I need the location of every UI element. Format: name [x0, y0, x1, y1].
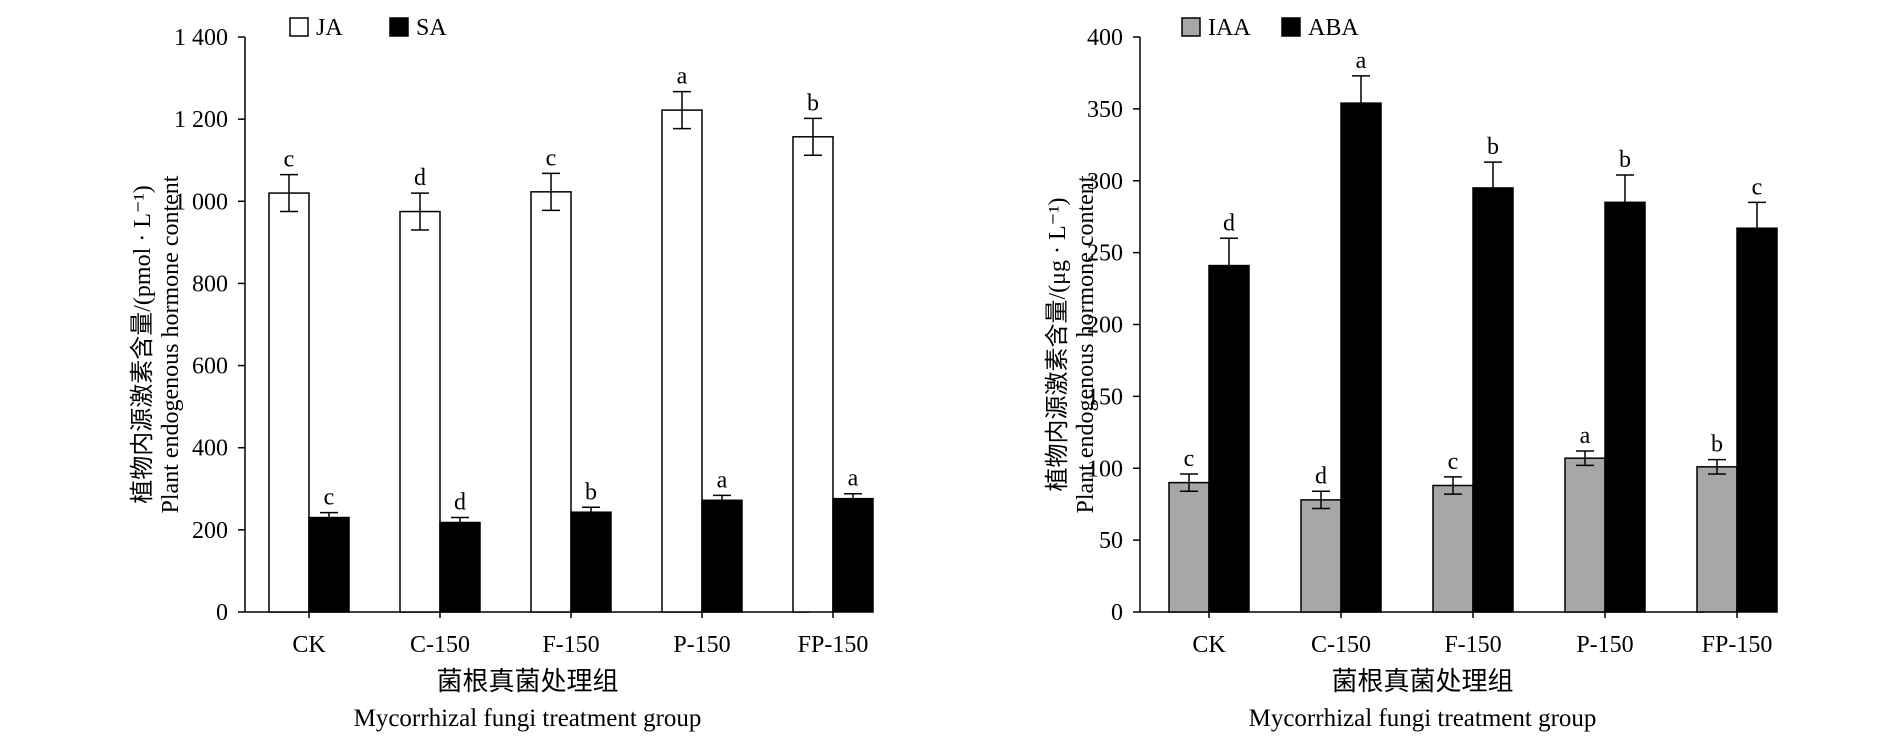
bar-aba — [1208, 264, 1250, 613]
bar-iaa — [1696, 466, 1738, 613]
significance-letter: c — [324, 485, 335, 511]
significance-letter: a — [717, 467, 728, 493]
chart-left-svg: 0 200 400 600 800 1 000 1 200 1 400 CK c c C-150 d d F… — [129, 15, 874, 732]
x-axis-title-en: Mycorrhizal fungi treatment group — [354, 705, 702, 732]
bar-iaa — [1564, 457, 1606, 613]
significance-letter: b — [585, 479, 597, 505]
legend-swatch-sa — [389, 17, 409, 37]
legend-label-ja: JA — [316, 15, 343, 41]
y-tick-label: 300 — [1087, 169, 1123, 195]
x-tick-label: CK — [1192, 632, 1226, 658]
significance-letter: a — [1580, 423, 1591, 449]
x-tick-label: P-150 — [1576, 632, 1633, 658]
significance-letter: c — [1448, 449, 1459, 475]
y-tick-label: 800 — [192, 271, 228, 297]
x-tick-label: F-150 — [542, 632, 599, 658]
bar-ja — [399, 210, 441, 613]
significance-letter: d — [1315, 463, 1327, 489]
bar-aba — [1472, 187, 1514, 613]
significance-letter: a — [1356, 48, 1367, 74]
y-tick-label: 200 — [192, 518, 228, 544]
significance-letter: a — [677, 64, 688, 90]
bar-ja — [661, 109, 703, 613]
significance-letter: c — [1752, 174, 1763, 200]
y-axis-title-zh: 植物内源激素含量/(pmol · L⁻¹) — [129, 185, 156, 504]
significance-letter: a — [848, 466, 859, 492]
significance-letter: c — [1184, 446, 1195, 472]
bar-sa — [832, 497, 874, 613]
y-tick-label: 0 — [216, 600, 228, 626]
x-tick-label: C-150 — [1311, 632, 1371, 658]
bar-sa — [439, 521, 481, 613]
y-tick-label: 50 — [1099, 528, 1123, 554]
significance-letter: d — [1223, 210, 1235, 236]
legend-swatch-iaa — [1181, 17, 1201, 37]
bar-aba — [1340, 102, 1382, 613]
bar-ja — [268, 192, 310, 613]
significance-letter: c — [284, 147, 295, 173]
legend-swatch-ja — [289, 17, 309, 37]
significance-letter: b — [1711, 432, 1723, 458]
chart-right-svg: 0 50 100 150 200 250 300 350 400 CK c d C-150 d a F-150… — [1044, 15, 1778, 732]
bar-sa — [701, 499, 743, 613]
significance-letter: c — [546, 145, 557, 171]
significance-letter: b — [1487, 134, 1499, 160]
y-axis-title-en: Plant endogenous hormone content — [1073, 175, 1099, 513]
bar-iaa — [1300, 499, 1342, 613]
y-tick-label: 200 — [1087, 313, 1123, 339]
bar-sa — [308, 516, 350, 613]
x-tick-label: CK — [292, 632, 326, 658]
y-tick-label: 100 — [1087, 456, 1123, 482]
y-tick-label: 400 — [1087, 25, 1123, 51]
hormone-chart-iaa-aba: 0 50 100 150 200 250 300 350 400 CK c d C-150 d a F-150… — [945, 0, 1890, 738]
significance-letter: d — [454, 490, 466, 516]
legend-swatch-aba — [1281, 17, 1301, 37]
hormone-chart-ja-sa: 0 200 400 600 800 1 000 1 200 1 400 CK c c C-150 d d F… — [0, 0, 945, 738]
y-tick-label: 1 400 — [174, 25, 228, 51]
legend-label-aba: ABA — [1308, 15, 1359, 41]
y-tick-label: 400 — [192, 436, 228, 462]
x-tick-label: C-150 — [410, 632, 470, 658]
legend-label-sa: SA — [416, 15, 447, 41]
y-tick-label: 250 — [1087, 241, 1123, 267]
bar-aba — [1736, 227, 1778, 613]
bar-iaa — [1432, 484, 1474, 613]
y-tick-label: 600 — [192, 354, 228, 380]
bar-sa — [570, 511, 612, 613]
y-tick-label: 1 000 — [174, 189, 228, 215]
x-tick-label: FP-150 — [1702, 632, 1773, 658]
legend-label-iaa: IAA — [1208, 15, 1251, 41]
bar-aba — [1604, 201, 1646, 613]
x-axis-title-en: Mycorrhizal fungi treatment group — [1249, 705, 1597, 732]
y-axis-title-zh: 植物内源激素含量/(μg · L⁻¹) — [1044, 197, 1071, 491]
x-axis-title-zh: 菌根真菌处理组 — [1331, 667, 1513, 696]
y-axis-title-en: Plant endogenous hormone content — [158, 175, 184, 513]
y-tick-label: 0 — [1111, 600, 1123, 626]
y-tick-label: 150 — [1087, 384, 1123, 410]
significance-letter: b — [807, 90, 819, 116]
significance-letter: b — [1619, 147, 1631, 173]
x-tick-label: FP-150 — [798, 632, 869, 658]
x-axis-title-zh: 菌根真菌处理组 — [436, 667, 618, 696]
x-tick-label: F-150 — [1444, 632, 1501, 658]
bar-iaa — [1168, 481, 1210, 613]
bar-ja — [530, 191, 572, 613]
y-tick-label: 1 200 — [174, 107, 228, 133]
y-tick-label: 350 — [1087, 97, 1123, 123]
bar-ja — [792, 136, 834, 613]
x-tick-label: P-150 — [673, 632, 730, 658]
significance-letter: d — [414, 165, 426, 191]
